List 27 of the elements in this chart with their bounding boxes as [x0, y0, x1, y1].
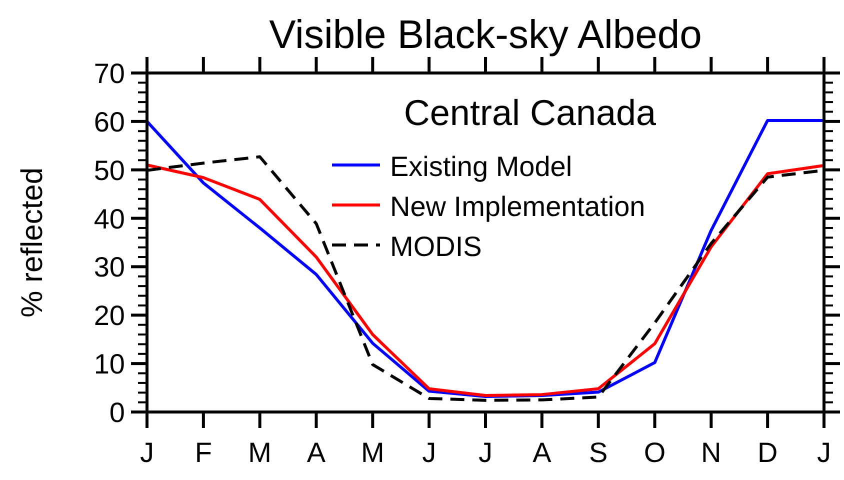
x-tick-label: M — [248, 437, 272, 468]
y-tick-label: 70 — [94, 58, 125, 89]
x-tick-label: F — [194, 437, 212, 468]
y-tick-label: 30 — [94, 252, 125, 283]
x-tick-label: M — [361, 437, 384, 468]
y-tick-label: 50 — [94, 154, 125, 186]
y-tick-label: 20 — [94, 300, 125, 332]
x-tick-label: J — [817, 437, 831, 468]
y-axis-title: % reflected — [16, 167, 49, 318]
x-tick-label: D — [757, 437, 778, 468]
legend-label: Existing Model — [390, 151, 572, 182]
x-tick-label: S — [588, 437, 608, 468]
x-tick-label: O — [644, 437, 666, 468]
text: Central Canada — [404, 92, 658, 133]
y-tick-label: 10 — [94, 348, 125, 380]
x-tick-label: J — [422, 437, 436, 468]
y-tick-label: 40 — [94, 203, 125, 234]
x-tick-label: A — [532, 437, 552, 468]
chart-title: Visible Black-sky Albedo — [269, 13, 702, 57]
x-tick-label: A — [306, 437, 326, 468]
legend-label: New Implementation — [390, 191, 646, 222]
y-tick-label: 60 — [94, 106, 125, 138]
y-tick-label: 0 — [109, 397, 125, 428]
x-tick-label: N — [701, 437, 722, 468]
x-tick-label: J — [140, 437, 154, 468]
x-tick-label: J — [478, 437, 492, 468]
legend-label: MODIS — [390, 231, 482, 262]
